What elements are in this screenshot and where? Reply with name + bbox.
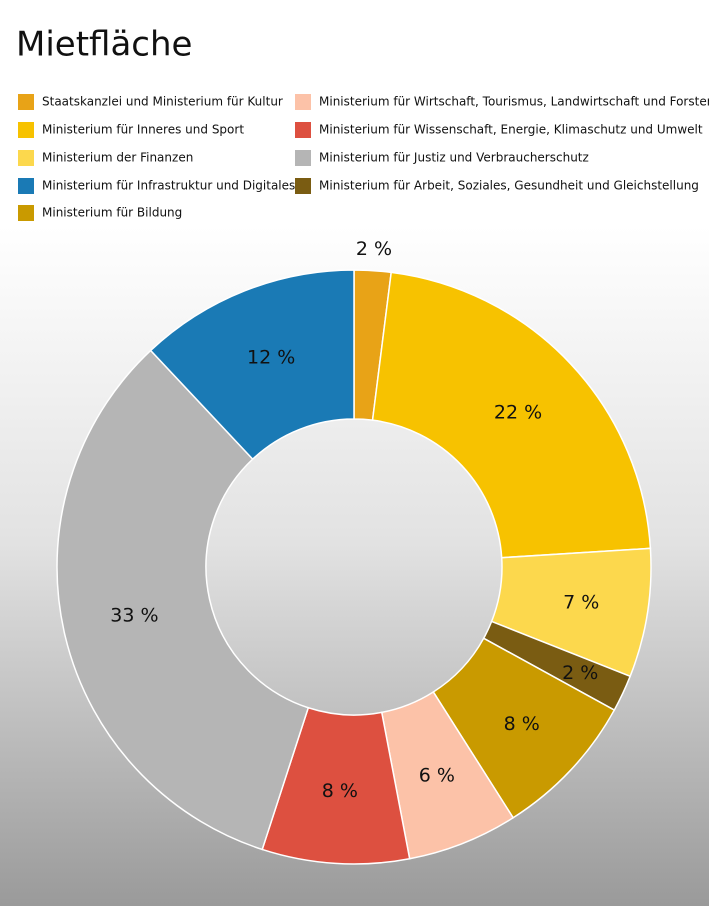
- slice-label: 12 %: [247, 346, 295, 368]
- legend-label: Ministerium für Inneres und Sport: [42, 123, 244, 137]
- legend-swatch: [18, 205, 34, 221]
- legend-label: Staatskanzlei und Ministerium für Kultur: [42, 95, 283, 109]
- chart-title: Mietfläche: [16, 25, 192, 65]
- legend-swatch: [18, 122, 34, 138]
- slice-label: 22 %: [494, 401, 542, 423]
- donut-slice: [56, 349, 310, 851]
- legend-swatch: [295, 94, 311, 110]
- legend-swatch: [18, 178, 34, 194]
- legend-swatch: [295, 150, 311, 166]
- legend-label: Ministerium für Infrastruktur und Digita…: [42, 179, 295, 193]
- legend-label: Ministerium der Finanzen: [42, 151, 193, 165]
- slice-label: 2 %: [356, 238, 392, 260]
- donut-slice: [371, 271, 652, 559]
- slice-label: 6 %: [419, 765, 455, 787]
- slice-label: 2 %: [562, 662, 598, 684]
- slice-label: 8 %: [322, 780, 358, 802]
- legend-label: Ministerium für Justiz und Verbrauchersc…: [319, 151, 589, 165]
- slice-label: 7 %: [563, 591, 599, 613]
- legend-swatch: [18, 150, 34, 166]
- legend-swatch: [18, 94, 34, 110]
- legend-swatch: [295, 122, 311, 138]
- legend-label: Ministerium für Arbeit, Soziales, Gesund…: [319, 179, 699, 193]
- slice-label: 8 %: [504, 713, 540, 735]
- legend-swatch: [295, 178, 311, 194]
- legend-label: Ministerium für Bildung: [42, 206, 182, 220]
- legend-label: Ministerium für Wissenschaft, Energie, K…: [319, 123, 703, 137]
- slice-label: 33 %: [110, 605, 158, 627]
- legend-label: Ministerium für Wirtschaft, Tourismus, L…: [319, 95, 709, 109]
- donut-slice: [149, 269, 355, 461]
